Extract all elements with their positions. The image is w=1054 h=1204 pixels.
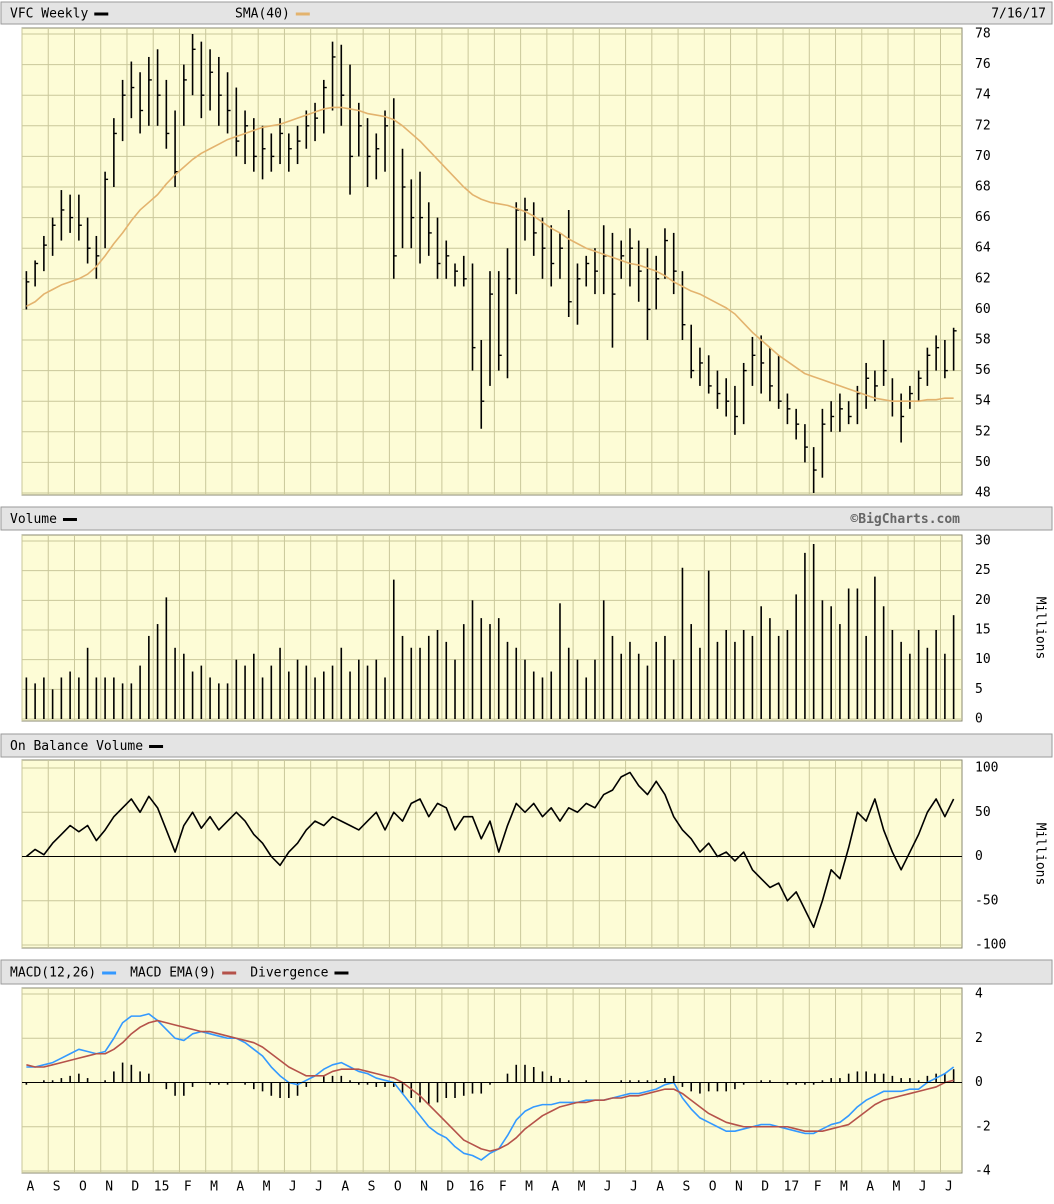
y-tick-label: 60: [975, 302, 991, 317]
y-tick-label: 74: [975, 88, 991, 103]
x-tick-label: J: [919, 1180, 927, 1195]
series-line: [26, 1013, 955, 1161]
x-tick-label: O: [709, 1180, 717, 1195]
x-tick-label: J: [630, 1180, 638, 1195]
x-tick-label: N: [735, 1180, 743, 1195]
y-tick-label: 15: [975, 623, 991, 638]
x-tick-label: J: [604, 1180, 612, 1195]
x-tick-label: 15: [154, 1180, 170, 1195]
x-tick-label: F: [814, 1180, 822, 1195]
y-tick-label: 100: [975, 761, 998, 776]
y-tick-label: 72: [975, 118, 991, 133]
legend-label: VFC Weekly: [10, 7, 88, 22]
plot-area: [21, 534, 963, 722]
y-tick-label: 58: [975, 333, 991, 348]
panel-header: [0, 959, 1053, 985]
y-tick-label: -2: [975, 1119, 991, 1134]
x-tick-label: 17: [784, 1180, 800, 1195]
x-tick-label: D: [761, 1180, 769, 1195]
x-tick-label: A: [551, 1180, 559, 1195]
y-tick-label: 52: [975, 424, 991, 439]
panel: On Balance Volume -100 -50 0 50 100 Millions: [0, 733, 1053, 953]
plot-area: [21, 27, 963, 496]
y-tick-label: 70: [975, 149, 991, 164]
panel-header: [0, 1, 1053, 25]
y-tick-label: 0: [975, 712, 983, 727]
x-tick-label: A: [236, 1180, 244, 1195]
x-tick-label: A: [26, 1180, 34, 1195]
x-tick-label: A: [656, 1180, 664, 1195]
y-tick-label: 76: [975, 57, 991, 72]
x-tick-label: S: [368, 1180, 376, 1195]
y-tick-label: 62: [975, 271, 991, 286]
x-tick-label: F: [499, 1180, 507, 1195]
panel: Volume ©BigCharts.com 0 5 10 15 20 25 30 Millions: [0, 506, 1053, 727]
series-line: [26, 1019, 954, 1152]
y-tick-label: 0: [975, 849, 983, 864]
panel-header: [0, 506, 1053, 531]
x-tick-label: D: [446, 1180, 454, 1195]
plot-area: [21, 759, 963, 949]
y-tick-label: 50: [975, 805, 991, 820]
y-tick-label: 48: [975, 486, 991, 501]
y-tick-label: 66: [975, 210, 991, 225]
x-tick-label: F: [184, 1180, 192, 1195]
y-axis-label: Millions: [1033, 823, 1048, 886]
y-tick-label: 56: [975, 363, 991, 378]
y-tick-label: 2: [975, 1031, 983, 1046]
y-axis-label: Millions: [1033, 597, 1048, 660]
legend-label: Volume: [10, 512, 57, 527]
y-tick-label: 78: [975, 27, 991, 42]
x-tick-label: J: [289, 1180, 297, 1195]
x-tick-label: D: [131, 1180, 139, 1195]
y-tick-label: 64: [975, 241, 991, 256]
x-tick-label: M: [263, 1180, 271, 1195]
panel-header: [0, 733, 1053, 758]
x-tick-label: O: [394, 1180, 402, 1195]
x-tick-label: N: [420, 1180, 428, 1195]
x-tick-label: S: [683, 1180, 691, 1195]
x-tick-label: 16: [469, 1180, 485, 1195]
x-tick-label: A: [866, 1180, 874, 1195]
x-tick-label: M: [210, 1180, 218, 1195]
credit-label: ©BigCharts.com: [850, 512, 960, 527]
panel: MACD(12,26) MACD EMA(9) Divergence -4 -2 0 2 4: [0, 959, 1053, 1179]
series-line: [25, 771, 955, 929]
y-tick-label: -100: [975, 938, 1006, 953]
y-tick-label: 50: [975, 455, 991, 470]
y-tick-label: 68: [975, 180, 991, 195]
x-tick-label: A: [341, 1180, 349, 1195]
x-tick-label: J: [945, 1180, 953, 1195]
x-tick-label: M: [525, 1180, 533, 1195]
x-tick-label: O: [79, 1180, 87, 1195]
x-tick-label: M: [578, 1180, 586, 1195]
legend-label: MACD EMA(9): [130, 966, 216, 981]
x-tick-label: M: [892, 1180, 900, 1195]
y-tick-label: 5: [975, 682, 983, 697]
x-tick-label: M: [840, 1180, 848, 1195]
y-tick-label: 20: [975, 593, 991, 608]
x-tick-label: J: [315, 1180, 323, 1195]
y-tick-label: 0: [975, 1075, 983, 1090]
y-tick-label: 25: [975, 563, 991, 578]
x-tick-label: N: [105, 1180, 113, 1195]
x-tick-label: S: [53, 1180, 61, 1195]
series-line: [25, 106, 954, 402]
y-tick-label: -50: [975, 893, 998, 908]
panel: VFC Weekly SMA(40) 7/16/17 48 50 52 54 56 58 60 62…: [0, 1, 1053, 501]
y-tick-label: 30: [975, 534, 991, 549]
y-tick-label: 4: [975, 987, 983, 1002]
legend-label: Divergence: [250, 966, 328, 981]
legend-label: On Balance Volume: [10, 739, 143, 754]
y-tick-label: 54: [975, 394, 991, 409]
legend-label: SMA(40): [235, 7, 290, 22]
plot-area: [21, 987, 963, 1174]
legend-label: MACD(12,26): [10, 966, 96, 981]
y-tick-label: -4: [975, 1164, 991, 1179]
date-label: 7/16/17: [991, 7, 1046, 22]
y-tick-label: 10: [975, 652, 991, 667]
